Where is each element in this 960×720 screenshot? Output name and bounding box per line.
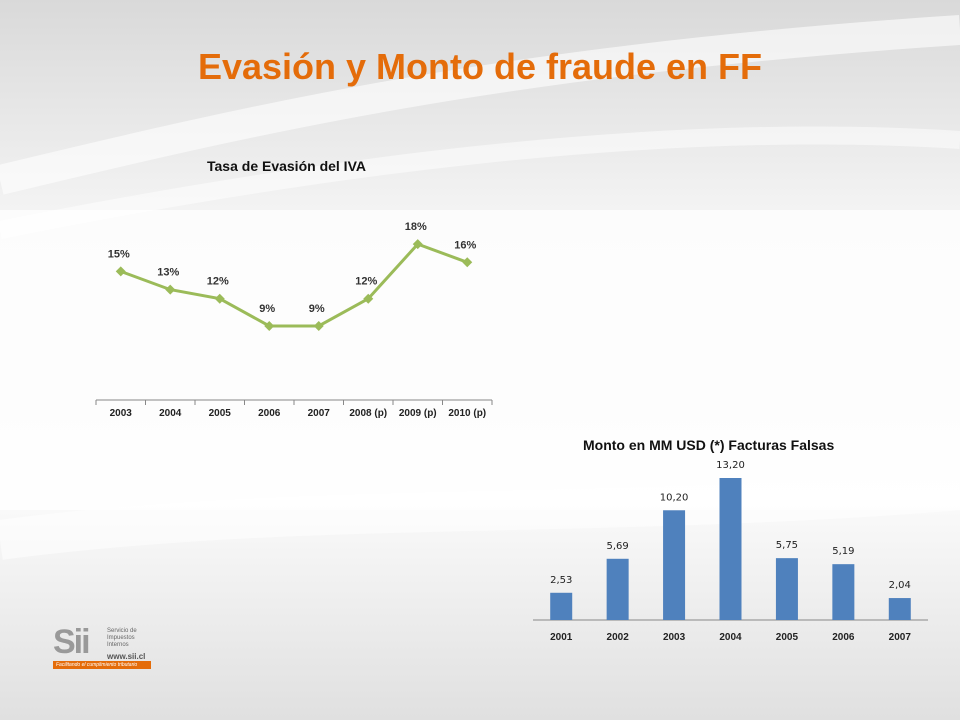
- bar-tick-label: 2002: [607, 632, 630, 643]
- page-title: Evasión y Monto de fraude en FF: [197, 46, 763, 87]
- sii-logo: Sii Servicio de Impuestos Internos www.s…: [53, 624, 153, 684]
- bar-tick-label: 2001: [550, 632, 573, 643]
- line-series: [120, 242, 468, 328]
- line-data-label: 15%: [108, 248, 130, 260]
- line-data-label: 13%: [157, 267, 179, 279]
- line-tick-label: 2009 (p): [399, 408, 437, 419]
- line-tick-label: 2004: [159, 408, 182, 419]
- bar-data-label: 5,19: [832, 546, 854, 557]
- logo-wordmark: Sii: [53, 623, 91, 661]
- bar-tick-label: 2007: [889, 632, 912, 643]
- line-point: [412, 239, 423, 250]
- bar: [888, 598, 911, 620]
- line-point: [165, 284, 176, 295]
- line-point: [115, 266, 126, 277]
- bar: [832, 564, 855, 620]
- line-tick-label: 2007: [308, 408, 331, 419]
- line-point: [264, 321, 275, 331]
- logo-tagline: Facilitando el cumplimiento tributario: [53, 661, 151, 669]
- bar: [775, 558, 798, 620]
- logo-subtitle: Servicio de Impuestos Internos: [107, 628, 137, 648]
- bar: [550, 592, 573, 620]
- line-tick-label: 2005: [209, 408, 232, 419]
- bar-data-label: 5,75: [776, 540, 798, 551]
- bar-data-label: 2,04: [889, 580, 911, 591]
- line-chart-title: Tasa de Evasión del IVA: [207, 158, 366, 174]
- bar: [663, 510, 686, 620]
- line-tick-label: 2006: [258, 408, 281, 419]
- bar-data-label: 5,69: [607, 541, 629, 552]
- line-point: [313, 321, 324, 331]
- bar-data-label: 13,20: [716, 460, 745, 471]
- bar-data-label: 10,20: [660, 492, 689, 503]
- line-tick-label: 2003: [110, 408, 133, 419]
- bar-chart-title: Monto en MM USD (*) Facturas Falsas: [583, 437, 835, 453]
- line-point: [462, 257, 473, 268]
- line-data-label: 18%: [405, 221, 427, 233]
- bar: [606, 558, 629, 620]
- line-data-label: 12%: [355, 276, 377, 288]
- logo-url: www.sii.cl: [107, 652, 146, 661]
- line-data-label: 9%: [259, 303, 275, 315]
- bar-data-label: 2,53: [550, 575, 572, 586]
- bar-tick-label: 2005: [776, 632, 799, 643]
- line-data-label: 12%: [207, 276, 229, 288]
- line-point: [214, 293, 225, 304]
- bar-tick-label: 2004: [719, 632, 742, 643]
- bar-tick-label: 2006: [832, 632, 855, 643]
- bar: [719, 478, 742, 620]
- line-data-label: 16%: [454, 239, 476, 251]
- line-data-label: 9%: [309, 303, 325, 315]
- bar-tick-label: 2003: [663, 632, 686, 643]
- line-point: [363, 293, 374, 304]
- line-tick-label: 2010 (p): [448, 408, 486, 419]
- line-tick-label: 2008 (p): [349, 408, 387, 419]
